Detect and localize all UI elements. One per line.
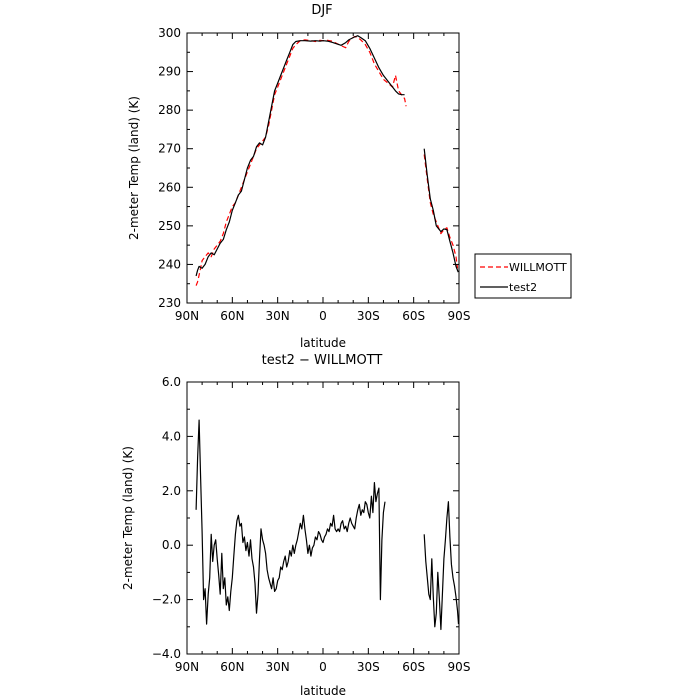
plot-frame bbox=[186, 32, 460, 304]
x-axis-label: latitude bbox=[300, 684, 346, 698]
series-line-willmott bbox=[423, 154, 459, 269]
y-tick-label: 250 bbox=[158, 219, 181, 233]
x-tick-label: 60S bbox=[402, 309, 425, 323]
y-axis: 230 240 250 260 270 280 290 300 bbox=[158, 26, 459, 310]
series-line-willmott bbox=[195, 35, 407, 286]
x-tick-label: 90S bbox=[448, 660, 471, 674]
series-layer bbox=[195, 419, 460, 631]
x-axis: 90N 60N 30N 0 30S 60S 90S bbox=[175, 33, 471, 323]
x-tick-label: 60N bbox=[220, 660, 244, 674]
x-tick-label: 30S bbox=[357, 660, 380, 674]
x-tick-label: 30N bbox=[266, 660, 290, 674]
x-axis: 90N 60N 30N 0 30S 60S 90S bbox=[175, 382, 471, 674]
y-tick-label: −4.0 bbox=[152, 647, 181, 661]
y-tick-label: 290 bbox=[158, 65, 181, 79]
difference-panel: test2 − WILLMOTT 90N 60N 30N 0 30S 60S 90S −4.… bbox=[121, 353, 470, 698]
y-tick-label: 260 bbox=[158, 180, 181, 194]
series-line-difference bbox=[423, 501, 460, 631]
x-tick-label: 30N bbox=[266, 309, 290, 323]
x-axis-label: latitude bbox=[300, 336, 346, 350]
x-tick-label: 30S bbox=[357, 309, 380, 323]
y-tick-label: 6.0 bbox=[162, 375, 181, 389]
chart-title: DJF bbox=[311, 3, 332, 18]
series-layer bbox=[195, 35, 459, 286]
y-tick-label: 240 bbox=[158, 257, 181, 271]
legend: WILLMOTT test2 bbox=[474, 253, 572, 299]
x-tick-label: 90S bbox=[448, 309, 471, 323]
series-line-difference bbox=[195, 419, 386, 625]
temperature-panel: DJF 90N 60N 30N 0 30S 60S 90S 2302402502602702… bbox=[127, 3, 470, 350]
y-tick-label: 280 bbox=[158, 103, 181, 117]
x-tick-label: 0 bbox=[319, 309, 327, 323]
y-tick-label: 230 bbox=[158, 296, 181, 310]
legend-box bbox=[474, 253, 572, 299]
y-axis: −4.0 −2.0 0.0 2.0 4.0 6.0 bbox=[152, 375, 459, 661]
x-tick-label: 90N bbox=[175, 660, 199, 674]
y-tick-label: 0.0 bbox=[162, 538, 181, 552]
series-line-test2 bbox=[423, 148, 459, 273]
x-tick-label: 90N bbox=[175, 309, 199, 323]
y-tick-label: 4.0 bbox=[162, 429, 181, 443]
y-tick-label: 2.0 bbox=[162, 484, 181, 498]
x-tick-label: 60N bbox=[220, 309, 244, 323]
y-tick-label: −2.0 bbox=[152, 593, 181, 607]
series-line-test2 bbox=[195, 35, 405, 277]
x-tick-label: 60S bbox=[402, 660, 425, 674]
y-tick-label: 270 bbox=[158, 142, 181, 156]
x-tick-label: 0 bbox=[319, 660, 327, 674]
legend-label-willmott: WILLMOTT bbox=[509, 261, 567, 274]
y-tick-label: 300 bbox=[158, 26, 181, 40]
plot-frame bbox=[186, 381, 460, 655]
legend-label-test2: test2 bbox=[509, 281, 537, 294]
chart-title: test2 − WILLMOTT bbox=[262, 353, 383, 368]
y-axis-label: 2-meter Temp (land) (K) bbox=[121, 446, 135, 590]
y-axis-label: 2-meter Temp (land) (K) bbox=[127, 96, 141, 240]
